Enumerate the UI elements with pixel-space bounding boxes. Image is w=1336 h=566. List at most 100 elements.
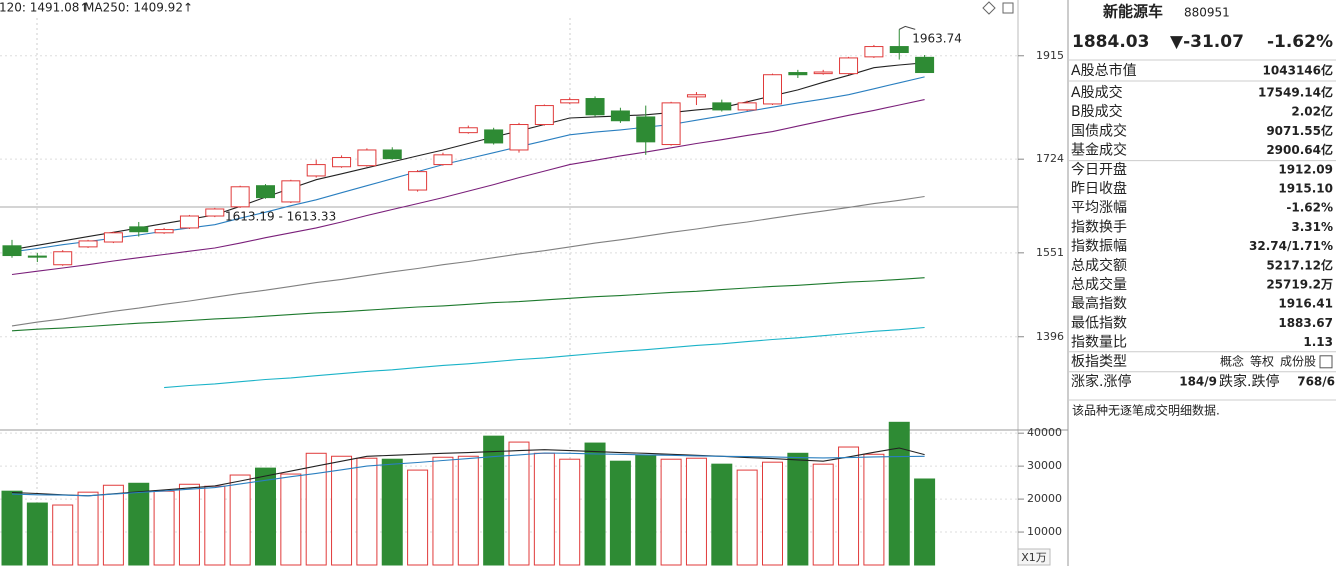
row-label: 涨家.涨停 bbox=[1071, 373, 1131, 390]
candle-body bbox=[408, 171, 428, 191]
volume-bar bbox=[77, 491, 99, 566]
volume-bar bbox=[736, 469, 758, 566]
board-icon bbox=[1319, 355, 1333, 369]
candle-body bbox=[712, 102, 732, 111]
row-label: 平均涨幅 bbox=[1071, 200, 1127, 216]
row-label: 跌家.跌停 bbox=[1219, 373, 1279, 390]
candle-body bbox=[306, 164, 326, 177]
y-tick-label: 30000 bbox=[1027, 459, 1062, 472]
candle-body bbox=[915, 56, 935, 74]
row-label: A股成交 bbox=[1071, 84, 1123, 101]
high-annotation: 1963.74 bbox=[912, 32, 962, 46]
price-change: ▼-31.07 bbox=[1170, 32, 1244, 52]
candle-body bbox=[357, 149, 377, 167]
volume-bar bbox=[914, 478, 936, 566]
last-price: 1884.03 bbox=[1072, 32, 1149, 52]
candle-body bbox=[78, 240, 98, 248]
y-tick-label: 1915 bbox=[1036, 49, 1064, 62]
volume-bar bbox=[128, 482, 150, 566]
volume-bar bbox=[356, 457, 378, 566]
candle-body bbox=[205, 208, 225, 217]
candle-body bbox=[103, 232, 123, 243]
row-label: 指数振幅 bbox=[1071, 239, 1127, 255]
volume-bar bbox=[52, 504, 74, 566]
volume-bar bbox=[331, 455, 353, 566]
volume-bar bbox=[508, 441, 530, 566]
volume-bar bbox=[787, 452, 809, 566]
candle-body bbox=[27, 255, 47, 258]
candle-body bbox=[686, 94, 706, 98]
ma-line bbox=[164, 326, 925, 389]
row-label: 最低指数 bbox=[1071, 315, 1127, 331]
row-value: 3.31% bbox=[1291, 220, 1333, 234]
row-label: 指数换手 bbox=[1071, 218, 1127, 235]
window-icon[interactable] bbox=[1002, 2, 1014, 14]
volume-bar bbox=[635, 454, 657, 566]
candle-body bbox=[839, 57, 859, 75]
row-value: 768/6 bbox=[1297, 374, 1335, 388]
row-value: 2900.64亿 bbox=[1266, 142, 1333, 157]
row-label: 今日开盘 bbox=[1071, 161, 1127, 178]
y-tick-label: 1724 bbox=[1036, 152, 1064, 165]
row-value: 1043146亿 bbox=[1263, 63, 1333, 78]
ma-legend: MA250: 1409.92↑ bbox=[84, 1, 193, 15]
volume-bar bbox=[178, 483, 200, 566]
row-label: 总成交额 bbox=[1071, 257, 1127, 274]
volume-bar bbox=[229, 474, 251, 566]
row-value: -1.62% bbox=[1286, 201, 1333, 215]
row-value: 32.74/1.71% bbox=[1249, 239, 1333, 253]
volume-bar bbox=[102, 484, 124, 566]
row-value: 25719.2万 bbox=[1266, 278, 1333, 292]
volume-bar bbox=[483, 435, 505, 566]
row-value: 184/9 bbox=[1179, 374, 1217, 388]
row-label: B股成交 bbox=[1071, 103, 1123, 120]
row-value: 1.13 bbox=[1303, 335, 1333, 349]
volume-bar bbox=[26, 502, 48, 566]
volume-bar bbox=[711, 463, 733, 566]
board-option[interactable]: 概念 bbox=[1220, 353, 1244, 368]
row-label: 国债成交 bbox=[1071, 122, 1127, 139]
candle-body bbox=[179, 215, 199, 229]
y-tick-label: 1396 bbox=[1036, 330, 1064, 343]
candle-body bbox=[889, 46, 909, 54]
row-label: 板指类型 bbox=[1071, 354, 1127, 370]
candle-body bbox=[636, 116, 656, 143]
volume-bar bbox=[584, 442, 606, 566]
ma-line bbox=[11, 447, 925, 497]
volume-bar bbox=[660, 458, 682, 566]
unit-box bbox=[1017, 548, 1051, 566]
ma-line bbox=[11, 452, 925, 497]
volume-bar bbox=[559, 458, 581, 566]
board-option[interactable]: 等权 bbox=[1250, 354, 1274, 368]
ma-line bbox=[11, 195, 925, 327]
volume-bar bbox=[685, 457, 707, 566]
volume-bar bbox=[407, 469, 429, 566]
row-value: 2.02亿 bbox=[1291, 104, 1333, 119]
candle-body bbox=[433, 154, 453, 166]
diamond-icon[interactable] bbox=[982, 1, 996, 15]
volume-bar bbox=[838, 446, 860, 566]
board-option[interactable]: 成份股 bbox=[1280, 354, 1316, 368]
candle-body bbox=[585, 98, 605, 116]
annotation-pointer bbox=[899, 25, 916, 30]
candle-body bbox=[332, 157, 352, 168]
panel-note: 该品种无逐笔成交明细数据. bbox=[1072, 403, 1220, 418]
crosshair-annotation: 1613.19 - 1613.33 bbox=[225, 210, 336, 224]
volume-bar bbox=[457, 455, 479, 566]
candle-body bbox=[813, 71, 833, 75]
candle-body bbox=[484, 129, 504, 144]
row-value: 9071.55亿 bbox=[1266, 123, 1333, 138]
row-label: 基金成交 bbox=[1071, 142, 1127, 159]
volume-unit: X1万 bbox=[1021, 551, 1047, 564]
candle-body bbox=[661, 102, 681, 146]
candle-body bbox=[382, 149, 402, 160]
candle-body bbox=[53, 251, 73, 266]
volume-bar bbox=[812, 463, 834, 566]
row-label: 最高指数 bbox=[1071, 295, 1127, 312]
y-tick-label: 1551 bbox=[1036, 246, 1064, 259]
candle-body bbox=[509, 124, 529, 151]
volume-bar bbox=[609, 460, 631, 566]
instrument-code: 880951 bbox=[1184, 6, 1230, 20]
